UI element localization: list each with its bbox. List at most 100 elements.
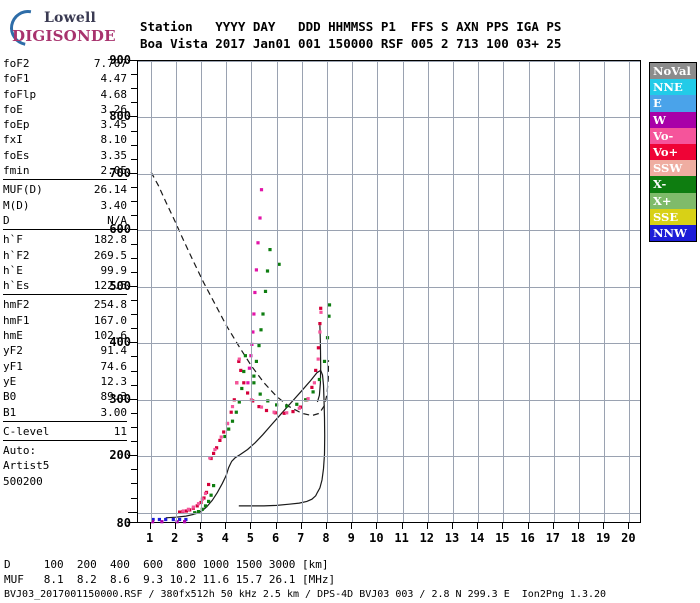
data-point xyxy=(316,357,320,361)
data-point xyxy=(229,410,233,414)
x-axis-tick xyxy=(376,523,377,529)
auto-label: Auto: xyxy=(3,444,37,458)
param-key: h`E xyxy=(3,263,23,277)
data-point xyxy=(178,517,182,522)
data-series xyxy=(252,248,281,378)
y-axis-label: 800 xyxy=(109,109,131,124)
x-axis-label: 15 xyxy=(495,531,510,545)
y-axis-tick xyxy=(131,74,137,75)
legend-item-sse[interactable]: SSE xyxy=(650,208,696,225)
y-axis-tick xyxy=(128,399,137,400)
data-point xyxy=(310,385,314,389)
data-point xyxy=(237,357,241,361)
data-point xyxy=(252,374,256,378)
legend-item-x-[interactable]: X- xyxy=(650,176,696,193)
data-point xyxy=(318,322,322,326)
data-point xyxy=(254,359,258,363)
data-point xyxy=(186,507,190,511)
gridline-horizontal xyxy=(138,117,640,118)
y-axis-label: 400 xyxy=(109,335,131,350)
y-axis-tick xyxy=(131,102,137,103)
y-axis-tick xyxy=(128,60,137,61)
data-point xyxy=(203,504,208,508)
gridline-vertical xyxy=(352,61,353,522)
data-point xyxy=(252,381,256,385)
y-axis-tick xyxy=(131,314,137,315)
y-axis-tick xyxy=(128,342,137,343)
legend-item-vo-[interactable]: Vo- xyxy=(650,127,696,144)
y-axis-label: 500 xyxy=(109,278,131,293)
y-axis-tick xyxy=(128,173,137,174)
param-key: h`Es xyxy=(3,279,30,293)
legend-item-w[interactable]: W xyxy=(650,111,696,128)
x-axis-label: 4 xyxy=(221,531,229,545)
legend-item-e[interactable]: E xyxy=(650,95,696,112)
x-axis-label: 13 xyxy=(444,531,460,545)
gridline-vertical xyxy=(226,61,227,522)
data-point xyxy=(327,303,332,307)
param-key: B1 xyxy=(3,405,17,419)
data-point xyxy=(242,369,246,374)
data-point xyxy=(258,216,262,220)
param-key: yF2 xyxy=(3,344,23,358)
x-axis-label: 20 xyxy=(621,531,636,545)
legend-item-noval[interactable]: NoVal xyxy=(650,63,696,80)
param-key: foFlp xyxy=(3,87,37,101)
param-value: 102.6 xyxy=(93,329,127,343)
legend-item-nne[interactable]: NNE xyxy=(650,79,696,96)
y-axis-tick xyxy=(131,272,137,273)
station-header-line2: Boa Vista 2017 Jan01 001 150000 RSF 005 … xyxy=(140,36,562,51)
data-series xyxy=(181,310,323,513)
polarization-legend: NoVal NNE E W Vo- Vo+ SSW X- X+ SSE NNW xyxy=(649,62,697,243)
y-axis-label: 700 xyxy=(109,165,131,180)
param-value: 3.00 xyxy=(100,405,128,419)
legend-item-x-[interactable]: X+ xyxy=(650,192,696,209)
data-point xyxy=(193,511,197,515)
ionogram-plot xyxy=(128,60,641,529)
data-point xyxy=(243,354,247,358)
data-point xyxy=(246,381,250,385)
data-point xyxy=(319,310,323,314)
footer-muf-row: MUF 8.1 8.2 8.6 9.3 10.2 11.6 15.7 26.1 … xyxy=(4,572,336,586)
param-key: B0 xyxy=(3,390,17,404)
gridline-horizontal xyxy=(138,400,640,401)
x-axis-label: 8 xyxy=(322,531,330,545)
legend-item-ssw[interactable]: SSW xyxy=(650,160,696,177)
legend-item-vo-[interactable]: Vo+ xyxy=(650,143,696,161)
param-row: C-level 11 xyxy=(3,424,131,439)
x-axis-label: 16 xyxy=(520,531,535,545)
gridline-vertical xyxy=(604,61,605,522)
param-value: 7.707 xyxy=(93,57,127,70)
param-value: 254.8 xyxy=(93,298,127,312)
param-row: h`F 182.8 xyxy=(3,232,131,247)
y-axis-label: 200 xyxy=(109,448,131,463)
legend-item-nnw[interactable]: NNW xyxy=(650,224,696,242)
data-point xyxy=(259,328,263,332)
y-axis-label: 300 xyxy=(109,391,131,406)
y-axis-tick xyxy=(128,229,137,230)
data-point xyxy=(235,381,239,385)
param-key: hmF2 xyxy=(3,298,30,312)
x-axis-tick xyxy=(502,523,503,529)
gridline-vertical xyxy=(453,61,454,522)
param-divider xyxy=(3,420,127,422)
param-value: 3.40 xyxy=(100,198,128,212)
data-point xyxy=(191,505,195,509)
x-axis-label: 3 xyxy=(196,531,204,545)
y-axis-tick xyxy=(131,215,137,216)
param-key: C-level xyxy=(3,424,50,438)
data-point xyxy=(265,269,270,273)
auto-program: Artist5 xyxy=(3,459,50,473)
data-point xyxy=(256,241,260,245)
x-axis-label: 19 xyxy=(595,531,611,545)
param-row: h`E 99.9 xyxy=(3,263,131,278)
param-row: foE 3.26 xyxy=(3,102,131,117)
data-point xyxy=(223,434,227,439)
x-axis-label: 6 xyxy=(271,531,280,545)
x-axis-tick xyxy=(326,523,327,529)
data-point xyxy=(219,435,223,439)
data-point xyxy=(230,419,235,423)
gridline-vertical xyxy=(302,61,303,522)
param-row: hmE 102.6 xyxy=(3,328,131,343)
param-key: yE xyxy=(3,374,17,388)
